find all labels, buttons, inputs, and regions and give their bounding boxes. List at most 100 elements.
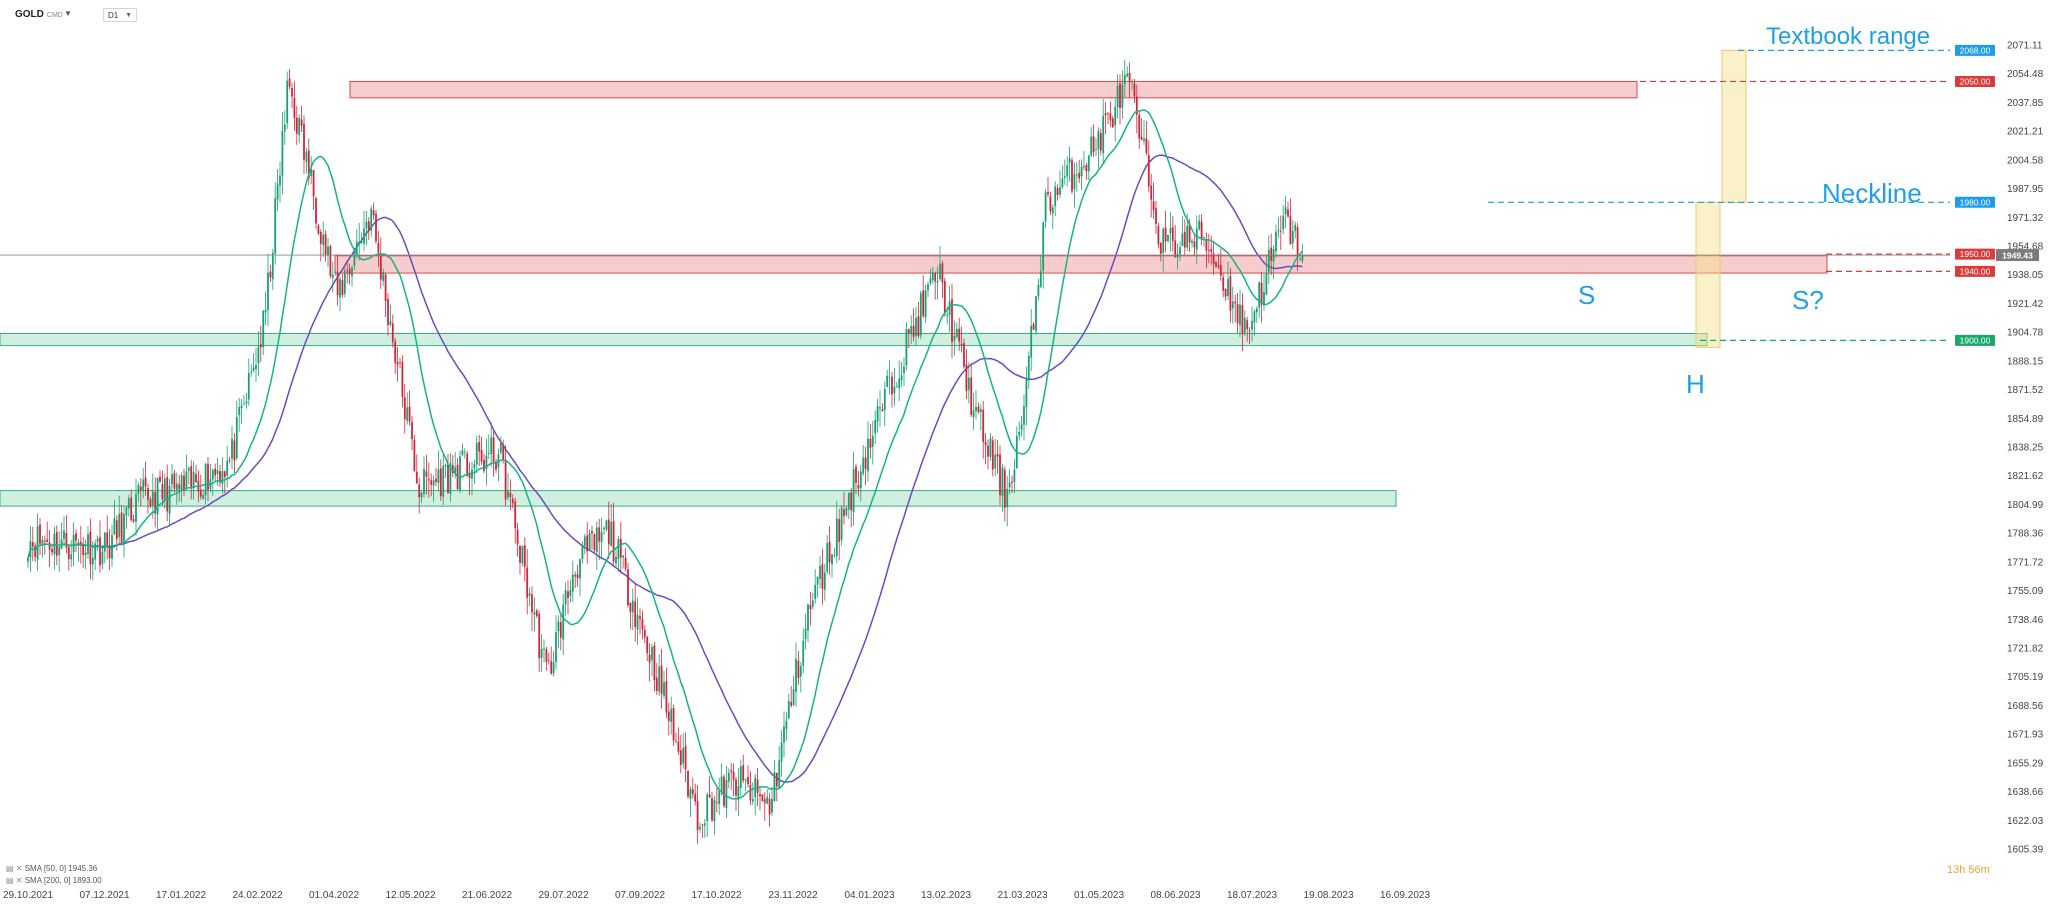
candle-body bbox=[27, 557, 29, 562]
legend-sma200[interactable]: ▤ ✕ SMA [200, 0] 1893.00 bbox=[6, 876, 102, 885]
candle bbox=[1294, 221, 1297, 239]
candle-body bbox=[1248, 330, 1251, 332]
y-tick-label: 1854.89 bbox=[2007, 414, 2044, 425]
candle-body bbox=[168, 485, 171, 514]
candle bbox=[1023, 394, 1025, 441]
timeframe-select[interactable]: D1 ▼ bbox=[103, 8, 137, 22]
candle bbox=[1001, 463, 1004, 512]
levels-layer bbox=[0, 49, 1950, 341]
candle-body bbox=[286, 80, 289, 123]
candle-body bbox=[876, 406, 879, 422]
candle-body bbox=[619, 539, 622, 558]
candle-body bbox=[207, 463, 209, 490]
candle bbox=[1255, 306, 1258, 324]
candle bbox=[1219, 248, 1222, 281]
candle bbox=[490, 421, 493, 467]
candle-body bbox=[862, 457, 865, 474]
candle-body bbox=[838, 519, 841, 542]
candle bbox=[1183, 219, 1186, 256]
candle-body bbox=[1003, 469, 1006, 508]
candle-body bbox=[394, 341, 397, 363]
candle bbox=[639, 608, 641, 635]
candle bbox=[725, 765, 728, 819]
candle-body bbox=[135, 493, 137, 522]
candle bbox=[1224, 288, 1227, 301]
candle-body bbox=[1176, 253, 1179, 258]
candle bbox=[595, 521, 598, 570]
candle-body bbox=[953, 335, 956, 341]
candle-body bbox=[1056, 188, 1059, 195]
candle-body bbox=[514, 501, 517, 529]
level-badge-text: 1900.00 bbox=[1960, 335, 1991, 345]
candle bbox=[790, 686, 793, 708]
candle-body bbox=[387, 299, 389, 326]
candle-body bbox=[240, 405, 243, 409]
candle-body bbox=[607, 519, 610, 545]
candle bbox=[821, 548, 824, 605]
candle bbox=[665, 667, 668, 718]
candle bbox=[89, 518, 92, 580]
candle-body bbox=[984, 442, 987, 446]
candle-body bbox=[850, 492, 853, 511]
candle bbox=[1150, 173, 1153, 218]
candle bbox=[833, 547, 836, 558]
candle bbox=[163, 473, 166, 509]
annotation-left-shoulder: S bbox=[1578, 280, 1595, 310]
candle-body bbox=[749, 784, 752, 801]
candle bbox=[375, 209, 377, 244]
candle bbox=[562, 594, 565, 656]
candle bbox=[497, 448, 500, 482]
candle bbox=[175, 472, 178, 505]
candle bbox=[660, 648, 663, 709]
candle-body bbox=[881, 409, 884, 412]
candle bbox=[291, 82, 293, 109]
symbol-label[interactable]: GOLD CMD bbox=[15, 9, 63, 20]
candle bbox=[423, 456, 425, 498]
candle-body bbox=[617, 539, 620, 559]
candle bbox=[838, 508, 841, 561]
candle-body bbox=[600, 531, 603, 543]
candle-body bbox=[869, 438, 872, 448]
candle-body bbox=[1205, 238, 1208, 251]
candle bbox=[766, 789, 769, 805]
candle bbox=[154, 477, 157, 528]
timeframe-value: D1 bbox=[108, 11, 119, 20]
candle-body bbox=[636, 614, 639, 630]
candle bbox=[1162, 227, 1165, 272]
candle bbox=[192, 461, 195, 500]
level-badge-bg bbox=[1955, 44, 1995, 56]
candle-body bbox=[262, 310, 265, 347]
candle bbox=[879, 390, 881, 428]
candle-body bbox=[1279, 230, 1282, 232]
candle bbox=[509, 479, 512, 511]
candle bbox=[989, 433, 992, 461]
candle bbox=[1155, 200, 1157, 234]
candle bbox=[367, 216, 370, 240]
candle bbox=[1119, 74, 1121, 125]
candle bbox=[1116, 74, 1119, 119]
candle bbox=[847, 492, 850, 519]
resistance-zone bbox=[349, 80, 1638, 99]
candle bbox=[1265, 254, 1268, 296]
candle bbox=[1263, 274, 1265, 311]
candle bbox=[1291, 220, 1294, 249]
legend-sma50[interactable]: ▤ ✕ SMA [50, 0] 1945.36 bbox=[6, 864, 97, 873]
candle-body bbox=[1234, 301, 1237, 304]
candle bbox=[1152, 182, 1155, 219]
y-tick-label: 1771.72 bbox=[2007, 557, 2044, 568]
candle bbox=[46, 521, 49, 543]
candle bbox=[233, 433, 236, 474]
candle bbox=[298, 114, 301, 144]
x-tick-label: 29.10.2021 bbox=[3, 890, 53, 901]
candle-body bbox=[934, 273, 937, 282]
candle bbox=[41, 536, 44, 558]
candle-body bbox=[1107, 112, 1109, 114]
candle bbox=[168, 478, 171, 525]
candle bbox=[888, 360, 891, 395]
candle bbox=[399, 357, 401, 369]
candle-body bbox=[65, 532, 68, 548]
symbol-dropdown-icon[interactable]: ▼ bbox=[64, 9, 72, 18]
candle-body bbox=[1054, 186, 1057, 207]
candle-body bbox=[677, 741, 680, 752]
